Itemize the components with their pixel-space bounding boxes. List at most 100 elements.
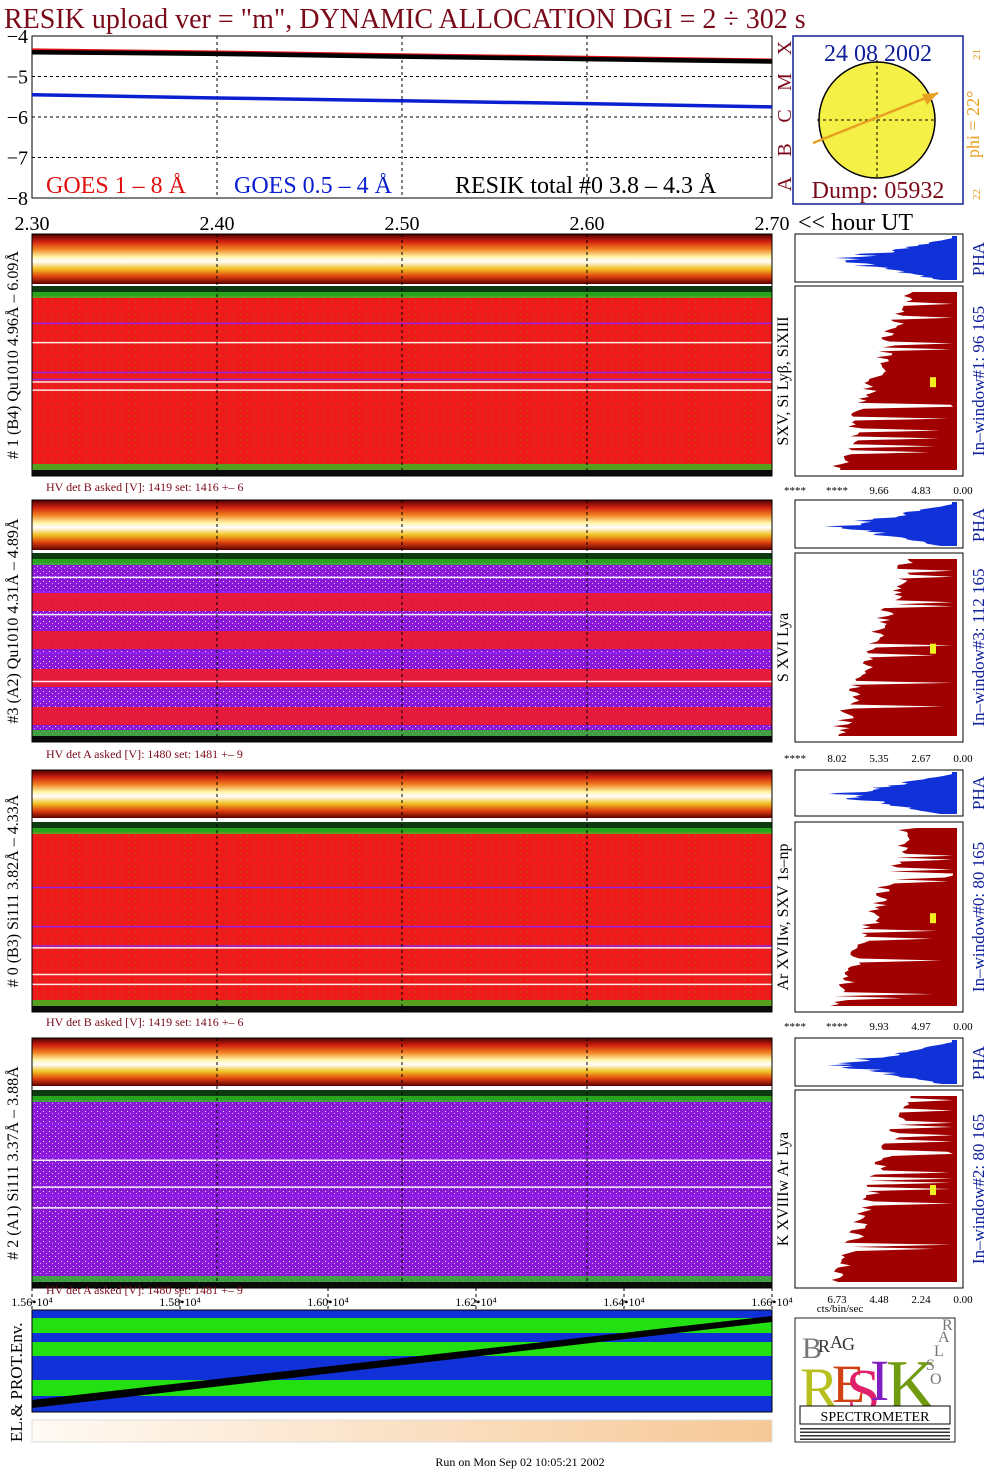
spectrum-band [32, 669, 772, 687]
hv-status: HV det B asked [V]: 1419 set: 1416 +– 6 [46, 1015, 244, 1029]
hv-status: HV det A asked [V]: 1480 set: 1481 +– 9 [46, 1283, 243, 1297]
sun-position-box: 24 08 2002 Dump: 05932 phi = 22° 21 22 [792, 35, 983, 205]
line-id-label: Ar XVIIw, SXV 1s–np [775, 843, 792, 990]
footer-run-info: Run on Mon Sep 02 10:05:21 2002 [435, 1455, 604, 1469]
logo-fineprint-line [800, 1435, 950, 1437]
pha-axis-tick: **** [784, 753, 806, 765]
window-spectrum-profile [829, 828, 957, 1006]
line-id-label: S XVI Lya [775, 613, 792, 682]
pha-axis-tick: 5.35 [869, 753, 889, 765]
pointing-arrow [812, 91, 939, 145]
logo-fineprint-line [800, 1431, 950, 1433]
flare-class-letter: A [774, 176, 796, 191]
detector-edge-bottom [32, 736, 772, 742]
logo-fineprint-line [800, 1438, 950, 1440]
svg-text:A: A [830, 1332, 843, 1352]
lc-series-line [31, 92, 773, 109]
svg-text:S: S [926, 1357, 935, 1374]
legend-goes-short: GOES 0.5 – 4 Å [234, 173, 393, 199]
pha-axis-tick: **** [784, 485, 806, 497]
pha-axis-tick: 2.67 [911, 753, 931, 765]
channel-label: # 1 (B4) Qu1010 4.96Å – 6.09Å [4, 251, 22, 459]
window-spectrum-profile [832, 559, 957, 736]
legend-goes-long: GOES 1 – 8 Å [46, 173, 187, 199]
pha-label: PHA [969, 241, 988, 276]
detector-edge-bottom [32, 470, 772, 476]
svg-text:I: I [870, 1348, 889, 1413]
pha-axis-tick: **** [784, 1021, 806, 1033]
lc-ytick-label: −8 [7, 188, 28, 210]
detector-edge-bottom [32, 464, 772, 470]
window-marker [930, 377, 936, 388]
goes-lightcurve: −4 −5 −6 −7 −8 GOES 1 – 8 Å GOES 0.5 – 4 Å R… [7, 26, 773, 210]
page-title: RESIK upload ver = "m", DYNAMIC ALLOCATI… [4, 4, 806, 35]
pha-axis-tick: 0.00 [953, 1021, 973, 1033]
pha-histogram [827, 1040, 957, 1084]
pha-histogram [823, 502, 957, 546]
dump-number: Dump: 05932 [812, 178, 945, 204]
window-marker [930, 1185, 936, 1196]
pha-axis-tick: 9.66 [869, 485, 889, 497]
svg-text:L: L [934, 1343, 944, 1360]
lc-ytick-label: −7 [7, 148, 28, 170]
line-id-label: SXV, Si Lyβ, SiXIII [775, 316, 792, 445]
window-marker [930, 913, 936, 924]
pha-label: PHA [969, 775, 988, 810]
detector-edge-bottom [32, 1006, 772, 1012]
ut-axis-label: << hour UT [798, 210, 913, 236]
pha-axis-tick: **** [826, 485, 848, 497]
in-window-count: In–window#3: 112 165 [969, 568, 988, 726]
lc-ytick-label: −6 [7, 107, 28, 129]
pha-axis-tick: 9.93 [869, 1021, 889, 1033]
pha-axis-tick: 2.24 [911, 1294, 931, 1306]
detector-edge-top [32, 553, 772, 563]
hv-status: HV det B asked [V]: 1419 set: 1416 +– 6 [46, 480, 244, 494]
svg-text:R: R [818, 1336, 830, 1356]
pha-axis-tick: **** [826, 1021, 848, 1033]
spectrum-block: HV det B asked [V]: 1419 set: 1416 +– 6 #… [4, 233, 988, 497]
lc-xtick-label: 2.30 [15, 213, 50, 235]
spectrum-block: HV det B asked [V]: 1419 set: 1416 +– 6 #… [4, 769, 988, 1033]
channel-label: # 2 (A1) Si111 3.37Å – 3.88Å [4, 1066, 22, 1260]
detector-edge-bottom [32, 1000, 772, 1006]
window-spectrum-profile [831, 1096, 957, 1282]
lc-ytick-label: −4 [7, 26, 28, 48]
spectrum-frame [31, 1037, 773, 1289]
pha-axis-tick: 0.00 [953, 1294, 973, 1306]
environment-trend-line [32, 1316, 772, 1408]
logo-fineprint-line [800, 1428, 950, 1430]
sun-scale-top: 21 [971, 49, 983, 60]
environment-label: EL.& PROT.Env. [7, 1323, 26, 1442]
in-window-count: In–window#1: 96 165 [969, 306, 988, 456]
window-marker [930, 643, 936, 654]
line-id-label: K XVIIIw Ar Lya [775, 1132, 792, 1246]
channel-label: #3 (A2) Qu1010 4.31Å – 4.89Å [4, 518, 22, 723]
in-window-count: In–window#0: 80 165 [969, 842, 988, 992]
spectrum-frame [31, 499, 773, 743]
svg-text:A: A [938, 1329, 950, 1346]
svg-text:E: E [832, 1354, 865, 1414]
in-window-count: In–window#2: 80 165 [969, 1114, 988, 1264]
lc-series-line [31, 49, 773, 64]
logo-caption: SPECTROMETER [821, 1410, 931, 1425]
svg-text:R: R [942, 1317, 953, 1334]
pha-axis-tick: 6.73 [827, 1294, 847, 1306]
pha-histogram [828, 772, 957, 814]
pha-label: PHA [969, 1045, 988, 1080]
pha-axis-tick: 4.83 [911, 485, 931, 497]
spectrum-block: HV det A asked [V]: 1480 set: 1481 +– 9 #… [4, 1037, 988, 1306]
flare-class-letter: B [774, 143, 796, 156]
flare-class-letter: C [774, 109, 796, 122]
detector-edge-bottom [32, 730, 772, 736]
lc-xtick-label: 2.70 [755, 213, 790, 235]
legend-resik-total: RESIK total #0 3.8 – 4.3 Å [455, 173, 717, 199]
pha-label: PHA [969, 507, 988, 542]
spectrum-block: HV det A asked [V]: 1480 set: 1481 +– 9 #… [4, 499, 988, 765]
sun-scale-bottom: 22 [971, 189, 983, 200]
lc-xtick-label: 2.60 [570, 213, 605, 235]
spectrum-frame [31, 769, 773, 1013]
pha-axis-tick: 4.97 [911, 1021, 931, 1033]
pha-axis-tick: 0.00 [953, 753, 973, 765]
svg-text:G: G [842, 1334, 855, 1354]
